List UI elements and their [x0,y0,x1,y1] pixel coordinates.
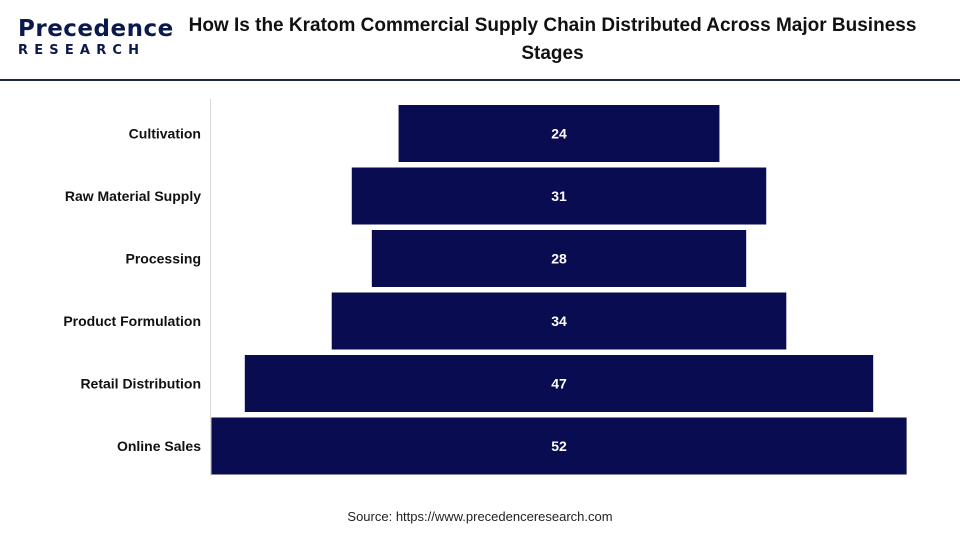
category-label: Processing [126,251,201,267]
category-label: Retail Distribution [80,376,201,392]
data-label: 24 [551,126,567,142]
data-label: 47 [551,376,567,392]
funnel-chart: 24 Cultivation 31 Raw Material Supply 28 Proc… [63,99,907,476]
header: Precedence RESEARCH How Is the Kratom Co… [0,0,960,80]
bar-product-formulation [331,292,787,350]
bar-processing [371,230,747,287]
bar-raw-material-supply [351,167,767,225]
header-divider [0,79,960,81]
data-label: 31 [551,188,567,204]
logo-wordmark: Precedence [18,16,174,42]
category-label: Product Formulation [63,313,201,329]
logo-subtitle: RESEARCH [18,43,146,58]
data-label: 52 [551,438,567,454]
precedence-research-logo: Precedence RESEARCH [18,16,174,66]
bar-retail-distribution [244,355,874,412]
chart-title: How Is the Kratom Commercial Supply Chai… [188,15,917,64]
bar-online-sales [211,417,907,475]
bar-cultivation [398,105,720,162]
data-label: 28 [551,251,567,267]
source-note: Source: https://www.precedenceresearch.c… [347,509,613,524]
category-label: Cultivation [129,126,201,142]
category-label: Online Sales [117,438,201,454]
data-label: 34 [551,313,567,329]
category-label: Raw Material Supply [65,188,201,204]
